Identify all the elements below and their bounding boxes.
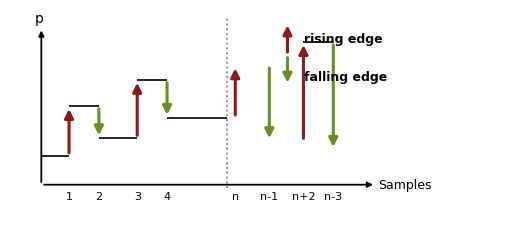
Text: rising edge: rising edge	[304, 33, 383, 46]
Text: Samples: Samples	[378, 178, 431, 191]
Text: n: n	[232, 191, 239, 201]
Text: n+2: n+2	[291, 191, 315, 201]
Text: 4: 4	[164, 191, 171, 201]
Text: 2: 2	[95, 191, 102, 201]
Text: p: p	[35, 12, 44, 26]
Text: falling edge: falling edge	[304, 71, 388, 84]
Text: 1: 1	[65, 191, 72, 201]
Text: 3: 3	[134, 191, 141, 201]
Text: n-3: n-3	[324, 191, 342, 201]
Text: n-1: n-1	[260, 191, 278, 201]
